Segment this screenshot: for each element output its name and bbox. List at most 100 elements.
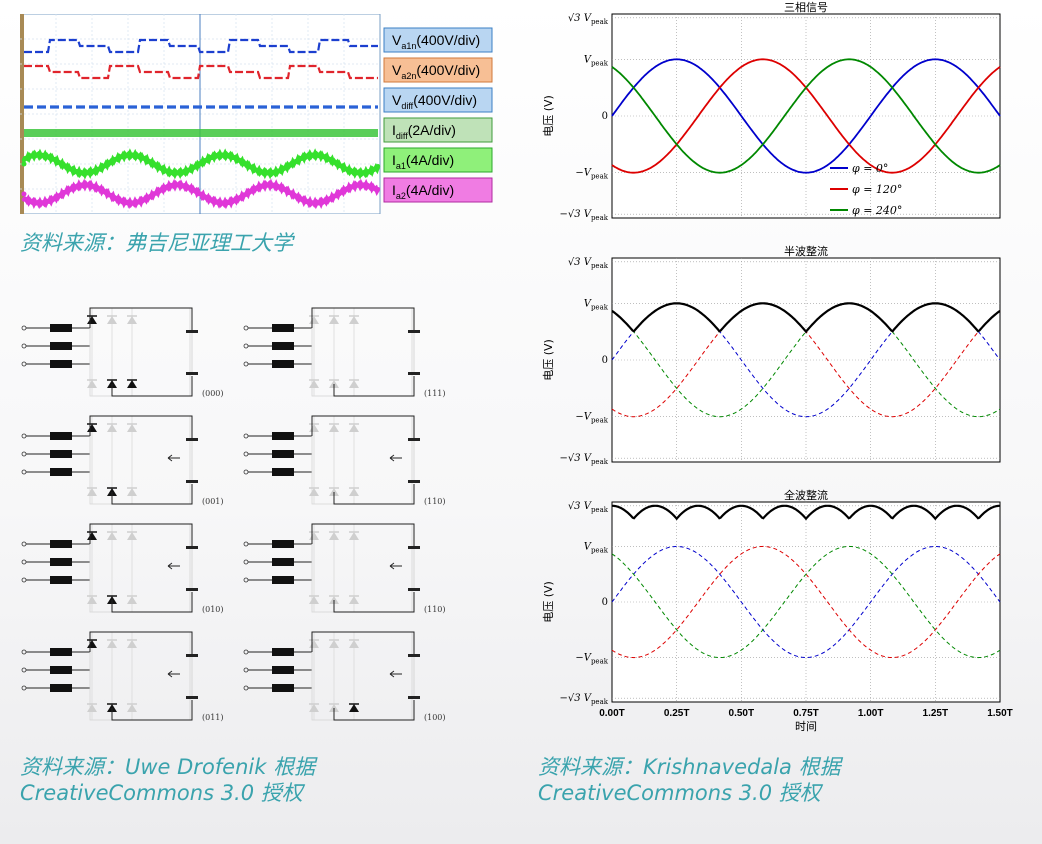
scope-legend-box	[383, 27, 493, 53]
trace-va2n	[24, 64, 378, 80]
capacitor-icon	[186, 372, 198, 375]
y-axis-label: 电压 (V)	[542, 95, 555, 137]
chart-title: 半波整流	[784, 244, 828, 258]
y-tick-label: −Vpeak	[575, 168, 608, 181]
switching-states-panel: (000) (111) (001) (110) (010) (110) (011) (100)	[18, 300, 448, 730]
inductor-icon	[272, 576, 294, 584]
current-arrow-icon	[389, 670, 402, 678]
state-label: (000)	[202, 389, 224, 398]
chart-title: 三相信号	[784, 1, 828, 14]
scope-legend-label: Va2n(400V/div)	[392, 62, 480, 81]
current-arrow-icon	[167, 670, 180, 678]
y-tick-label: √3 Vpeak	[568, 13, 609, 26]
scope-legend-box	[383, 177, 493, 203]
dc-bus-neg	[333, 700, 415, 721]
trace-idiff	[24, 129, 378, 137]
legend-sub: a2	[396, 191, 406, 201]
series-line	[611, 302, 1001, 334]
capacitor-icon	[186, 588, 198, 591]
circuit-diagrams-svg: (000) (111) (001) (110) (010) (110) (011) (100)	[21, 307, 446, 722]
dc-bus-neg	[333, 376, 415, 397]
dc-bus-pos	[311, 523, 415, 546]
inductor-icon	[50, 666, 72, 674]
capacitor-icon	[408, 480, 420, 483]
circuit-source-line1: 资料来源：Uwe Drofenik 根据	[20, 755, 316, 779]
diode-icon	[127, 424, 137, 432]
inductor-icon	[50, 558, 72, 566]
x-tick-label: 1.50T	[987, 708, 1013, 719]
chart-title: 全波整流	[784, 488, 828, 502]
inductor-icon	[272, 468, 294, 476]
state-label: (110)	[424, 605, 446, 614]
terminal-icon	[21, 361, 27, 367]
circuit-source-caption: 资料来源：Uwe Drofenik 根据 CreativeCommons 3.0…	[20, 754, 315, 806]
diode-icon	[127, 704, 137, 712]
diode-icon	[349, 380, 359, 388]
tick-sub: peak	[591, 59, 609, 67]
diode-icon	[349, 316, 359, 324]
diode-icon	[87, 380, 97, 388]
terminal-icon	[21, 649, 27, 655]
x-tick-label: 0.00T	[599, 708, 625, 719]
chart-source-line1: 资料来源：Krishnavedala 根据	[538, 755, 841, 779]
tick-sub: peak	[591, 303, 609, 311]
inductor-icon	[272, 324, 294, 332]
diode-icon	[127, 380, 137, 388]
scope-source-text: 资料来源：弗吉尼亚理工大学	[20, 231, 293, 255]
circuit-cell: (110)	[243, 415, 446, 506]
scope-legend-box	[383, 147, 493, 173]
inductor-icon	[272, 540, 294, 548]
tick-main: V	[584, 54, 593, 65]
oscilloscope-svg: Va1n(400V/div)Va2n(400V/div)Vdiff(400V/d…	[20, 14, 493, 214]
tick-main: V	[584, 541, 593, 552]
diode-icon	[87, 596, 97, 604]
dc-bus-pos	[311, 631, 415, 654]
terminal-icon	[243, 343, 249, 349]
circuit-cell: (011)	[21, 631, 224, 722]
y-tick-label: −√3 Vpeak	[559, 209, 608, 222]
series-line	[611, 58, 1001, 174]
dc-bus-pos	[89, 523, 193, 546]
capacitor-icon	[186, 696, 198, 699]
dc-bus-neg	[111, 484, 193, 505]
scope-legend-item: Ia1(4A/div)	[383, 147, 493, 173]
diode-icon	[309, 704, 319, 712]
diode-icon	[127, 316, 137, 324]
dc-bus-neg	[333, 484, 415, 505]
dc-bus-neg	[111, 700, 193, 721]
legend-unit: (400V/div)	[416, 62, 480, 78]
dc-bus-neg	[111, 592, 193, 613]
inductor-icon	[50, 576, 72, 584]
terminal-icon	[243, 685, 249, 691]
series-line	[611, 302, 1001, 418]
current-arrow-icon	[389, 562, 402, 570]
scope-source-caption: 资料来源：弗吉尼亚理工大学	[20, 230, 293, 256]
x-tick-label: 1.00T	[858, 708, 884, 719]
state-label: (010)	[202, 605, 224, 614]
legend-main: V	[392, 32, 402, 48]
terminal-icon	[243, 541, 249, 547]
terminal-icon	[243, 577, 249, 583]
terminal-icon	[243, 325, 249, 331]
terminal-icon	[21, 433, 27, 439]
state-label: (100)	[424, 713, 446, 722]
scope-legend-box	[383, 87, 493, 113]
terminal-icon	[243, 361, 249, 367]
capacitor-icon	[186, 330, 198, 333]
dc-bus-neg	[111, 376, 193, 397]
legend-unit: (4A/div)	[406, 152, 454, 168]
diode-icon	[87, 532, 97, 540]
x-tick-label: 0.75T	[793, 708, 819, 719]
terminal-icon	[21, 685, 27, 691]
inductor-icon	[272, 666, 294, 674]
diode-icon	[127, 596, 137, 604]
scope-legend-label: Vdiff(400V/div)	[392, 92, 477, 111]
scope-legend-item: Ia2(4A/div)	[383, 177, 493, 203]
diode-icon	[107, 640, 117, 648]
terminal-icon	[21, 667, 27, 673]
diode-icon	[349, 424, 359, 432]
diode-icon	[87, 424, 97, 432]
bridge-outline	[89, 631, 191, 721]
diode-icon	[87, 704, 97, 712]
